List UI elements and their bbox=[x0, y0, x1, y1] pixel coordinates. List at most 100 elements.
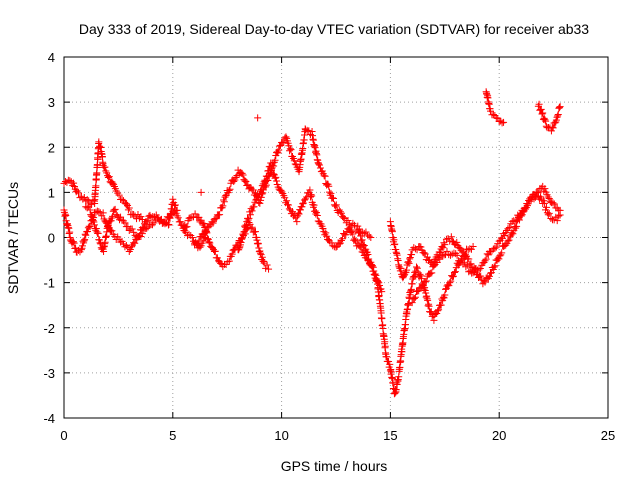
data-point bbox=[465, 255, 473, 263]
data-point bbox=[248, 223, 256, 231]
data-point bbox=[99, 244, 107, 252]
ticks: 0 5 10 15 20 25 -4 -3 -2 -1 0 1 2 3 4 bbox=[43, 50, 615, 443]
data-point bbox=[209, 219, 217, 227]
data-point bbox=[451, 268, 459, 276]
data-point bbox=[111, 205, 119, 213]
data-point bbox=[531, 193, 539, 201]
data-point bbox=[104, 174, 112, 182]
data-point bbox=[153, 214, 161, 222]
data-point bbox=[457, 255, 465, 263]
data-point bbox=[313, 211, 321, 219]
data-point bbox=[110, 206, 118, 214]
data-point bbox=[86, 223, 94, 231]
data-point bbox=[447, 233, 455, 241]
data-point bbox=[90, 218, 98, 226]
data-point bbox=[319, 225, 327, 233]
data-points bbox=[60, 88, 564, 398]
data-point bbox=[378, 314, 386, 322]
data-point bbox=[244, 216, 252, 224]
data-point bbox=[459, 248, 467, 256]
data-point bbox=[446, 279, 454, 287]
data-point bbox=[183, 223, 191, 231]
data-point bbox=[360, 229, 368, 237]
data-point bbox=[95, 138, 103, 146]
data-point bbox=[513, 217, 521, 225]
y-tick-label: 4 bbox=[48, 50, 55, 65]
data-point bbox=[296, 206, 304, 214]
data-point bbox=[311, 207, 319, 215]
data-point bbox=[70, 179, 78, 187]
data-point bbox=[302, 126, 310, 134]
data-point bbox=[239, 231, 247, 239]
data-point bbox=[113, 212, 121, 220]
data-point bbox=[230, 178, 238, 186]
x-tick-label: 0 bbox=[60, 428, 67, 443]
data-point bbox=[359, 240, 367, 248]
data-point bbox=[486, 269, 494, 277]
data-point bbox=[505, 236, 513, 244]
data-point bbox=[512, 224, 520, 232]
data-point bbox=[329, 194, 337, 202]
data-point bbox=[86, 206, 94, 214]
data-point bbox=[295, 210, 303, 218]
data-point bbox=[144, 216, 152, 224]
data-point bbox=[148, 221, 156, 229]
data-point bbox=[327, 189, 335, 197]
data-point bbox=[542, 117, 550, 125]
data-point bbox=[271, 156, 279, 164]
data-point bbox=[140, 226, 148, 234]
data-point bbox=[492, 114, 500, 122]
data-point bbox=[263, 261, 271, 269]
data-point bbox=[542, 203, 550, 211]
data-point bbox=[186, 214, 194, 222]
data-point bbox=[368, 263, 376, 271]
data-point bbox=[337, 237, 345, 245]
data-point bbox=[235, 244, 243, 252]
data-point bbox=[325, 182, 333, 190]
data-point bbox=[78, 242, 86, 250]
data-point bbox=[143, 218, 151, 226]
data-point bbox=[206, 239, 214, 247]
data-point bbox=[117, 213, 125, 221]
data-point bbox=[250, 203, 258, 211]
data-point bbox=[181, 227, 189, 235]
data-point bbox=[360, 241, 368, 249]
data-point bbox=[404, 258, 412, 266]
data-point bbox=[490, 263, 498, 271]
data-point bbox=[88, 212, 96, 220]
data-point bbox=[556, 103, 564, 111]
data-point bbox=[554, 112, 562, 120]
data-point bbox=[547, 214, 555, 222]
data-point bbox=[413, 264, 421, 272]
data-point bbox=[486, 107, 494, 115]
y-tick-label: -1 bbox=[43, 276, 55, 291]
data-point bbox=[410, 272, 418, 280]
data-point bbox=[321, 172, 329, 180]
data-point bbox=[491, 262, 499, 270]
data-point bbox=[267, 165, 275, 173]
data-point bbox=[256, 199, 264, 207]
data-point bbox=[367, 234, 375, 241]
data-point bbox=[476, 264, 484, 272]
data-point bbox=[108, 227, 116, 235]
data-point bbox=[105, 173, 113, 181]
data-point bbox=[452, 250, 460, 258]
data-point bbox=[395, 263, 403, 271]
data-point bbox=[95, 236, 103, 244]
x-tick-label: 25 bbox=[601, 428, 615, 443]
data-point bbox=[370, 271, 378, 279]
data-point bbox=[331, 202, 339, 210]
data-point bbox=[80, 237, 88, 245]
data-point bbox=[203, 228, 211, 236]
data-point bbox=[427, 308, 435, 316]
data-point bbox=[191, 210, 199, 218]
data-point bbox=[350, 221, 358, 229]
data-point bbox=[240, 228, 248, 236]
data-point bbox=[527, 196, 535, 204]
data-point bbox=[286, 145, 294, 153]
data-point bbox=[413, 263, 421, 271]
grid bbox=[64, 57, 608, 418]
data-point bbox=[500, 118, 508, 126]
data-point bbox=[256, 249, 264, 257]
data-point bbox=[505, 224, 513, 232]
